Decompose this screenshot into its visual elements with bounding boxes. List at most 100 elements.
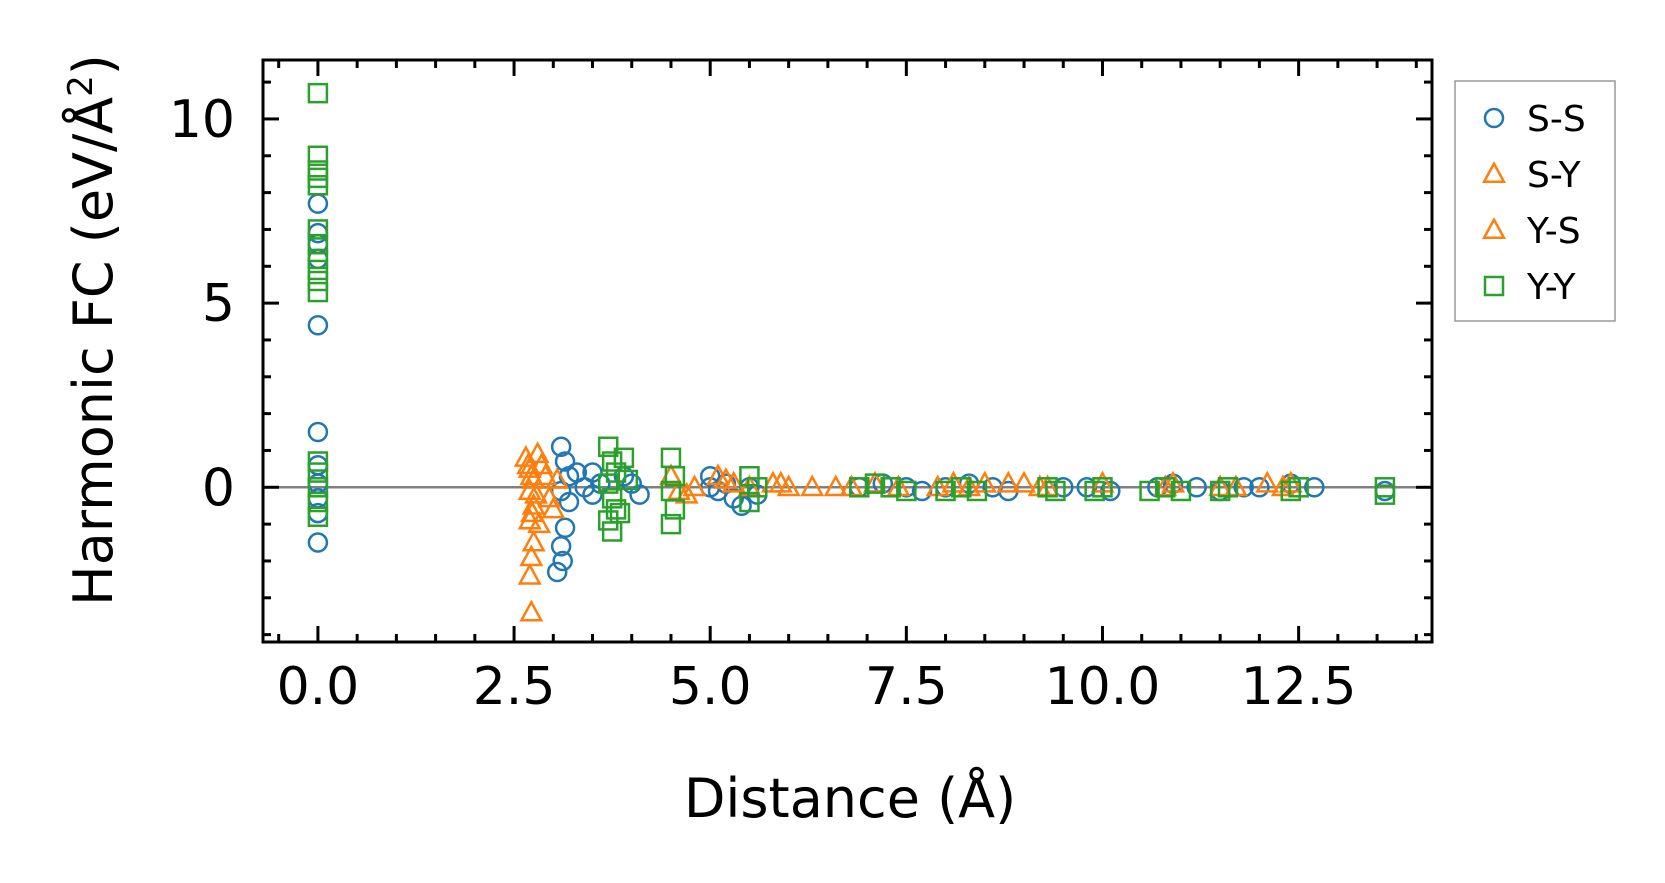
point-s-s [307,314,329,336]
point-y-y [966,480,988,502]
plot-frame [261,58,1434,644]
y-axis-title-close: ) [62,54,125,75]
point-y-s [520,500,545,523]
y-axis-title-superscript: 2 [61,75,101,97]
point-s-y [1255,470,1280,493]
point-y-y [601,451,623,472]
point-y-s [996,470,1021,493]
point-y-y [307,233,329,255]
legend-marker-y-y [1483,275,1505,297]
data-points [307,82,1396,622]
point-y-s [545,466,570,489]
point-y-y [664,499,686,520]
point-s-y [519,544,544,567]
x-tick-label: 7.5 [865,657,948,717]
point-y-y [739,491,760,513]
point-y-y [935,480,956,502]
point-y-y [307,82,329,104]
y-tick-label: 10 [169,90,235,150]
point-s-y [517,478,542,500]
legend-label-y-y: Y-Y [1526,267,1576,308]
point-y-y [849,477,870,498]
x-tick-label: 2.5 [473,657,556,717]
point-y-y [1154,477,1176,498]
point-y-y [597,510,619,531]
point-y-y [307,145,329,167]
point-y-s [525,441,550,464]
legend-label-s-s: S-S [1527,99,1586,140]
point-y-y [880,477,901,498]
point-y-y [609,502,631,524]
point-y-y [1374,484,1396,505]
point-y-s [674,481,699,504]
y-axis-title-main: Harmonic FC (eV/Å [61,97,125,606]
y-tick-label: 5 [202,274,235,334]
point-s-y [533,463,558,486]
point-y-y [307,281,329,303]
point-y-y [307,174,329,196]
point-s-y [521,492,546,515]
y-axis-title: Harmonic FC (eV/Å2) [61,54,125,606]
axis-tick-labels: 0.0 2.5 5.0 7.5 10.0 12.5 0 5 10 [169,90,1357,717]
point-y-y [307,248,329,270]
point-y-s [768,470,793,493]
x-axis-title: Distance (Å) [684,766,1016,830]
point-s-s [546,561,568,583]
point-s-y [800,474,825,497]
point-s-s [550,436,572,458]
legend-label-y-s: Y-S [1526,211,1581,252]
point-y-y [1217,477,1239,498]
point-y-y [864,473,886,494]
point-y-y [307,462,329,483]
x-tick-label: 10.0 [1045,657,1161,717]
point-y-s [524,481,549,504]
point-y-s [713,466,738,489]
point-y-y [307,219,329,240]
point-s-y [519,599,544,622]
x-tick-label: 0.0 [277,657,360,717]
point-y-y [307,259,329,281]
legend: S-S S-Y Y-S Y-Y [1454,80,1616,322]
legend-label-s-y: S-Y [1527,155,1582,196]
x-tick-label: 12.5 [1241,657,1357,717]
point-s-y [517,562,542,585]
point-y-s [823,474,848,497]
point-y-y [660,513,682,535]
point-y-y [1092,477,1113,498]
point-y-y [307,506,329,528]
point-s-s [1186,477,1207,498]
point-y-y [1139,480,1160,502]
point-s-s [554,451,576,472]
point-s-y [776,474,801,497]
point-y-y [597,473,619,494]
legend-marker-y-s [1481,217,1507,240]
point-s-s [307,421,329,443]
point-s-y [541,496,566,519]
point-s-s [1304,477,1325,498]
point-y-s [527,511,552,534]
point-y-y [597,436,619,458]
point-y-y [1045,480,1066,502]
point-s-s [307,532,329,553]
point-y-y [1288,477,1309,498]
legend-marker-s-s [1483,107,1505,129]
point-s-s [1249,477,1270,498]
point-y-y [951,477,972,498]
point-s-y [682,474,707,497]
point-s-s [550,535,572,557]
axis-ticks [263,60,1432,642]
point-s-s [552,550,573,572]
point-y-y [307,270,329,292]
point-y-y [307,491,329,513]
point-s-y [517,507,542,530]
point-s-s [558,491,580,513]
x-tick-label: 5.0 [669,657,752,717]
point-y-y [664,465,686,487]
point-y-y [307,451,329,472]
point-y-y [617,469,639,491]
point-y-y [1170,480,1192,502]
point-s-y [721,470,746,493]
point-y-y [307,477,329,498]
